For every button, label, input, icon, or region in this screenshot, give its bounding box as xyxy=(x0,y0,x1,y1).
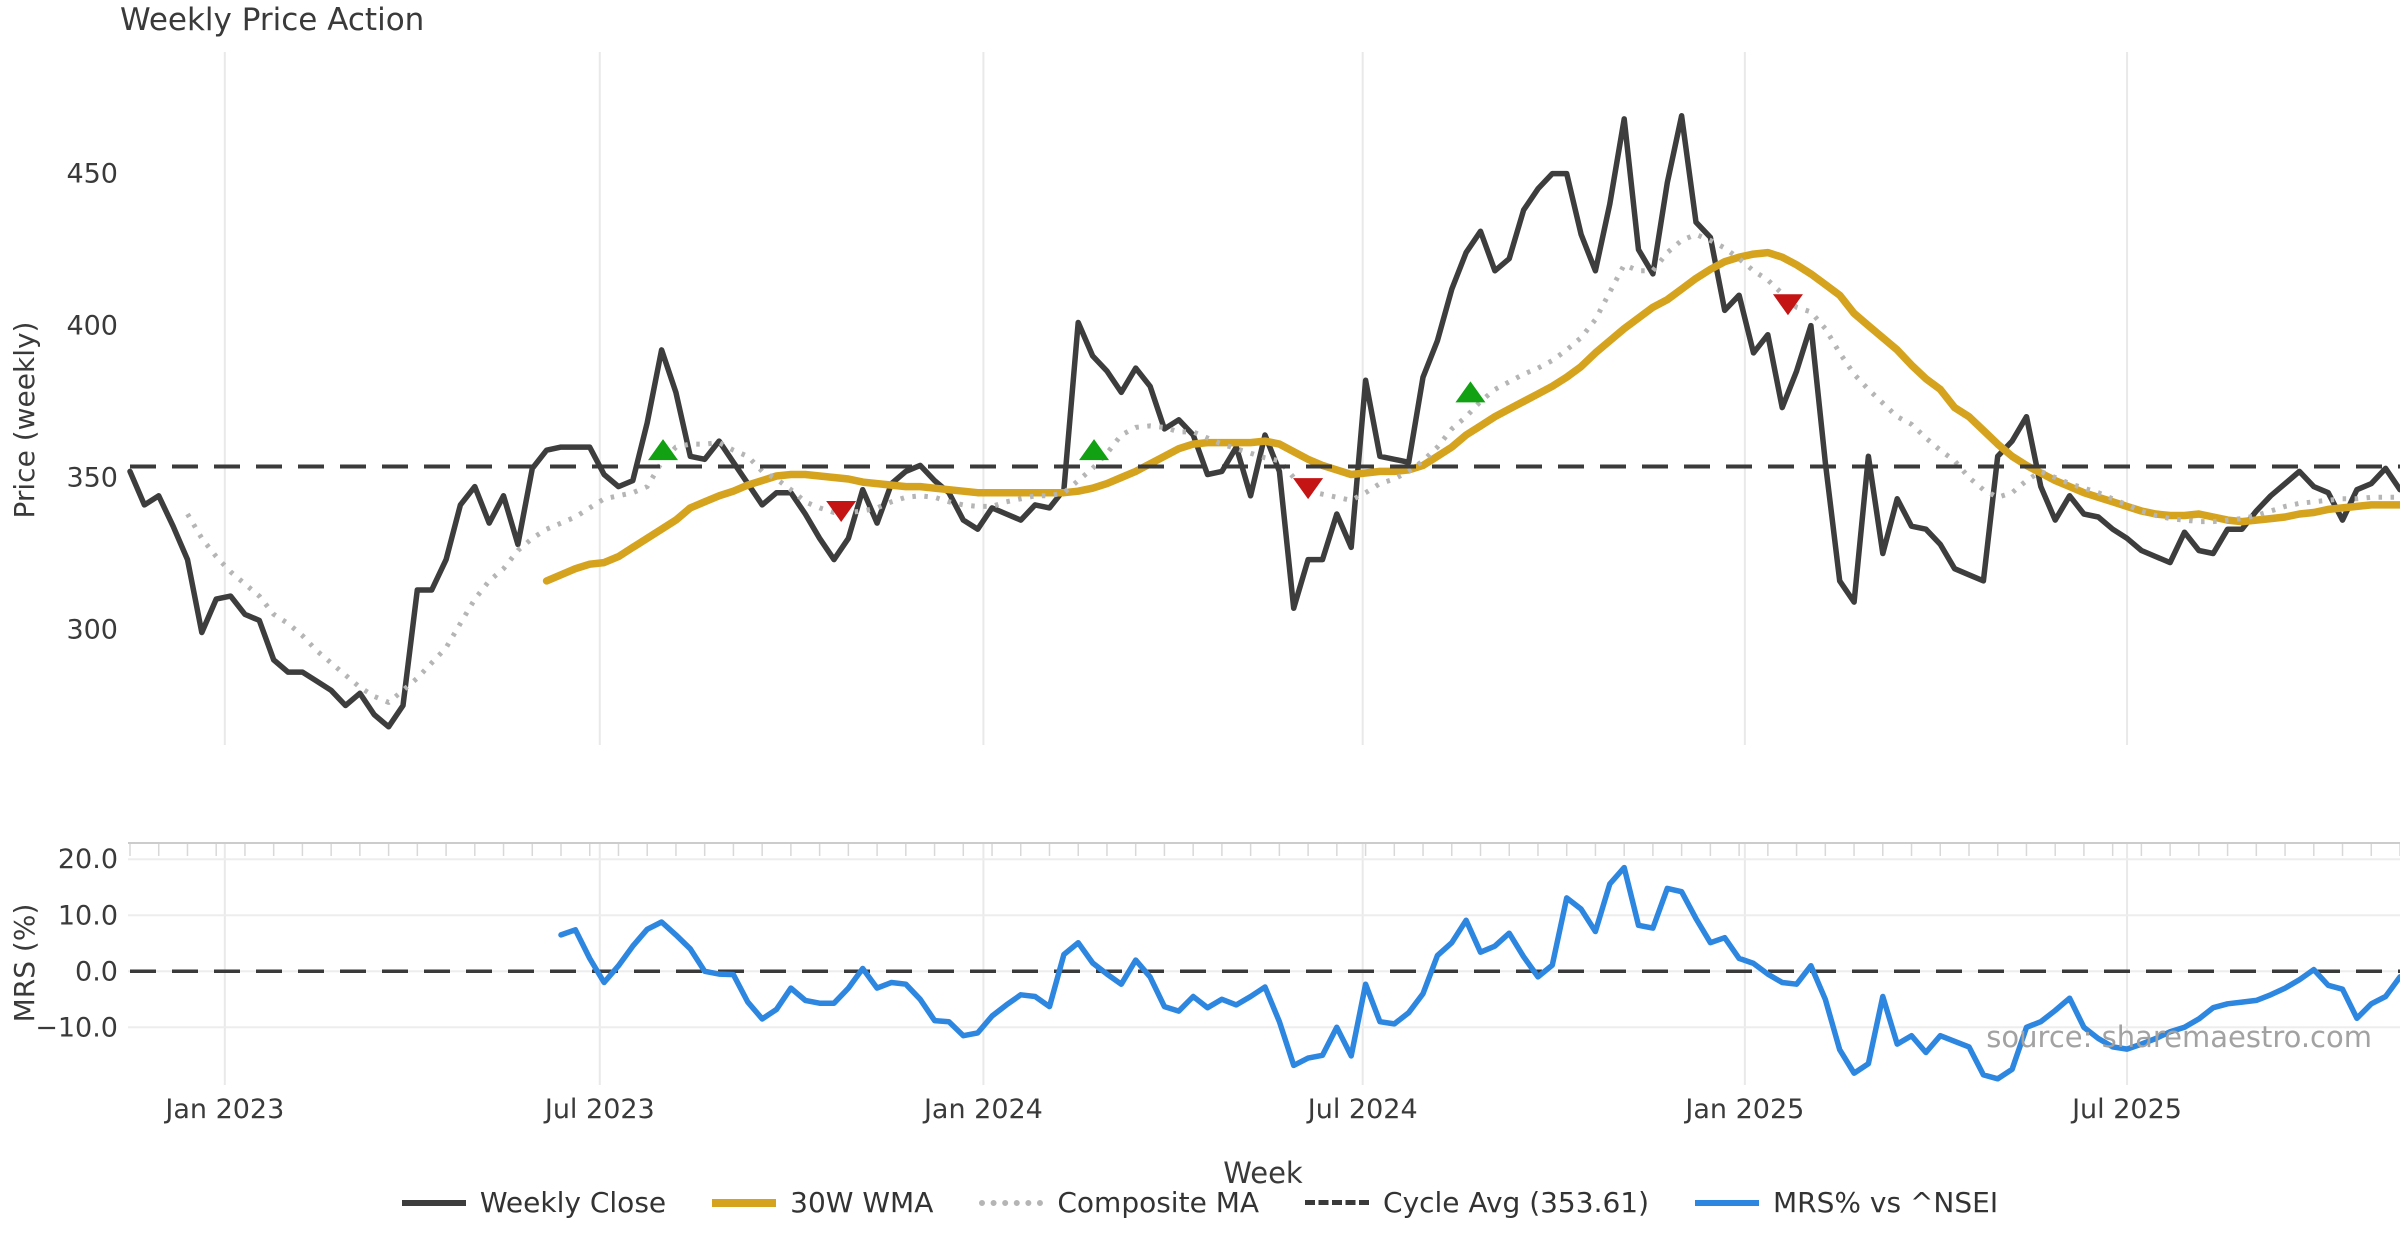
sell-signal-marker xyxy=(1772,294,1803,316)
price-ytick-label: 400 xyxy=(66,311,118,342)
legend-swatch-wma30 xyxy=(712,1198,777,1207)
mrs-ytick-label: 0.0 xyxy=(75,956,118,987)
price-axis-label: Price (weekly) xyxy=(8,321,41,519)
legend-swatch-composite xyxy=(979,1199,1044,1206)
source-watermark: source: sharemaestro.com xyxy=(1986,1020,2372,1054)
x-tick-label: Jul 2025 xyxy=(2070,1094,2182,1125)
x-axis-label: Week xyxy=(1223,1156,1303,1190)
chart-title: Weekly Price Action xyxy=(120,2,425,38)
legend-label: 30W WMA xyxy=(790,1186,934,1219)
series-line-mrs xyxy=(558,864,2400,1082)
x-tick-label: Jan 2024 xyxy=(922,1094,1043,1125)
x-tick-label: Jul 2023 xyxy=(543,1094,655,1125)
sell-signal-marker xyxy=(826,500,857,522)
mrs-ytick-label: −10.0 xyxy=(35,1012,118,1043)
mrs-ytick-label: 20.0 xyxy=(58,844,118,875)
legend-item-wma30: 30W WMA xyxy=(712,1186,933,1219)
legend-label: Cycle Avg (353.61) xyxy=(1383,1186,1650,1219)
series-line-weekly_close xyxy=(127,113,2400,730)
x-tick-label: Jul 2024 xyxy=(1306,1094,1418,1125)
buy-signal-marker xyxy=(1455,381,1486,403)
legend-item-composite: Composite MA xyxy=(979,1186,1259,1219)
mrs-ytick-label: 10.0 xyxy=(58,900,118,931)
legend-swatch-cycle_avg xyxy=(1305,1200,1370,1205)
series-line-wma30 xyxy=(542,248,2400,585)
legend-item-weekly_close: Weekly Close xyxy=(401,1186,667,1219)
mrs-axis-label: MRS (%) xyxy=(8,903,41,1023)
legend-label: Composite MA xyxy=(1057,1186,1260,1219)
legend-swatch-mrs xyxy=(1695,1199,1760,1206)
buy-signal-marker xyxy=(1079,439,1110,461)
legend-item-mrs: MRS% vs ^NSEI xyxy=(1695,1186,1998,1219)
price-ytick-label: 450 xyxy=(66,159,118,190)
legend-item-cycle_avg: Cycle Avg (353.61) xyxy=(1305,1186,1649,1219)
price-ytick-label: 300 xyxy=(66,615,118,646)
buy-signal-marker xyxy=(648,439,679,461)
legend-swatch-weekly_close xyxy=(401,1199,466,1206)
x-tick-label: Jan 2025 xyxy=(1683,1094,1804,1125)
sell-signal-marker xyxy=(1293,478,1324,500)
legend-label: Weekly Close xyxy=(479,1186,667,1219)
legend: Weekly Close 30W WMA Composite MA Cycle Avg… xyxy=(0,1186,2400,1219)
x-tick-label: Jan 2023 xyxy=(163,1094,284,1125)
legend-label: MRS% vs ^NSEI xyxy=(1773,1186,1999,1219)
price-ytick-label: 350 xyxy=(66,463,118,494)
